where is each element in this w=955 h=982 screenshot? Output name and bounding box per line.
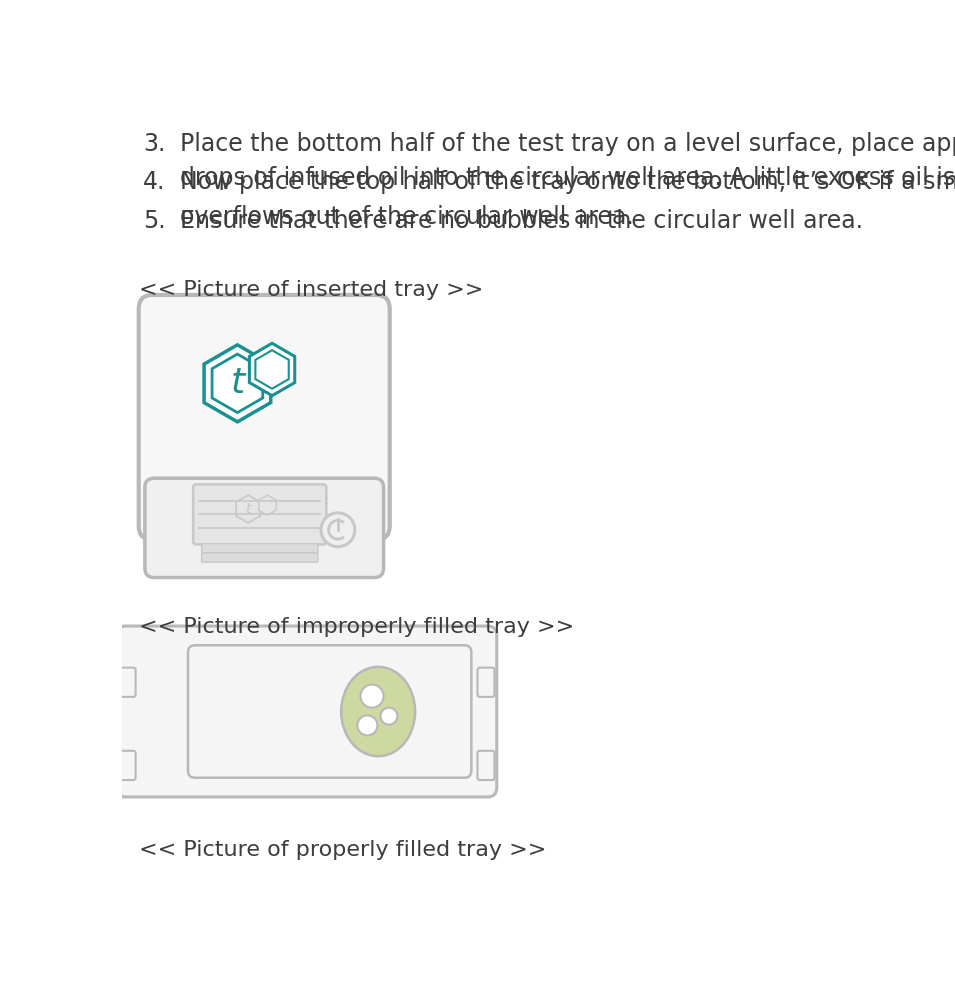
Text: 5.: 5. xyxy=(143,209,166,233)
FancyBboxPatch shape xyxy=(118,668,136,697)
Text: Ensure that there are no bubbles in the circular well area.: Ensure that there are no bubbles in the … xyxy=(180,209,862,233)
FancyBboxPatch shape xyxy=(117,627,497,797)
Polygon shape xyxy=(204,345,271,422)
Ellipse shape xyxy=(341,667,415,756)
Polygon shape xyxy=(236,495,260,522)
Text: t: t xyxy=(245,502,251,516)
FancyBboxPatch shape xyxy=(118,751,136,780)
Polygon shape xyxy=(249,344,295,396)
FancyBboxPatch shape xyxy=(138,295,390,540)
Text: 4.: 4. xyxy=(143,170,166,194)
FancyBboxPatch shape xyxy=(202,544,318,553)
FancyBboxPatch shape xyxy=(193,484,327,544)
Text: << Picture of properly filled tray >>: << Picture of properly filled tray >> xyxy=(138,840,546,860)
Text: 3.: 3. xyxy=(143,132,166,156)
Text: Now place the top half of the tray onto the bottom, it’s OK if a small amount
ov: Now place the top half of the tray onto … xyxy=(180,170,955,229)
Polygon shape xyxy=(212,355,263,412)
Circle shape xyxy=(321,513,355,547)
Circle shape xyxy=(380,708,397,725)
FancyBboxPatch shape xyxy=(478,668,495,697)
FancyBboxPatch shape xyxy=(145,478,384,577)
Polygon shape xyxy=(255,351,288,389)
Text: Place the bottom half of the test tray on a level surface, place approximately 4: Place the bottom half of the test tray o… xyxy=(180,132,955,191)
FancyBboxPatch shape xyxy=(202,553,318,562)
Text: << Picture of inserted tray >>: << Picture of inserted tray >> xyxy=(138,280,483,300)
Polygon shape xyxy=(259,495,276,516)
Text: << Picture of improperly filled tray >>: << Picture of improperly filled tray >> xyxy=(138,617,574,636)
Text: t: t xyxy=(230,366,244,401)
FancyBboxPatch shape xyxy=(188,645,472,778)
FancyBboxPatch shape xyxy=(478,751,495,780)
Circle shape xyxy=(360,684,384,708)
Circle shape xyxy=(357,715,377,736)
